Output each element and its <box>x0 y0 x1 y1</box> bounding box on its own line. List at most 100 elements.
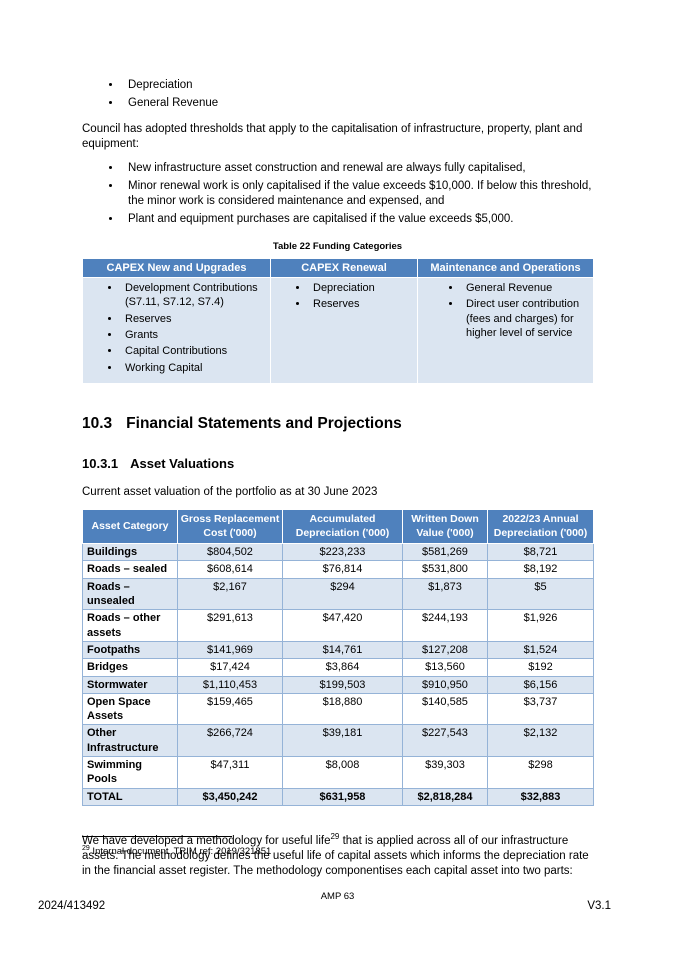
capex-new-list: Development Contributions (S7.11, S7.12,… <box>87 281 266 375</box>
table-cell: $8,721 <box>487 543 594 562</box>
list-item: Working Capital <box>121 361 266 375</box>
list-item: Minor renewal work is only capitalised i… <box>122 179 593 209</box>
table-cell: $631,958 <box>282 787 403 806</box>
list-item: General Revenue <box>122 96 593 111</box>
table-cell: $192 <box>487 658 594 677</box>
table-row: Development Contributions (S7.11, S7.12,… <box>82 277 594 384</box>
table-cell: $127,208 <box>402 640 488 660</box>
list-item: Plant and equipment purchases are capita… <box>122 212 593 227</box>
paragraph-text: We have developed a methodology for usef… <box>82 834 331 847</box>
footnote-text: Internal document. TRIM ref: 2019/321851 <box>89 846 272 858</box>
table-cell: $291,613 <box>177 609 283 642</box>
funding-sources-list: Depreciation General Revenue <box>82 78 593 111</box>
footer-page-label: AMP 63 <box>320 891 355 902</box>
table-cell: $608,614 <box>177 560 283 579</box>
maintenance-operations-list: General Revenue Direct user contribution… <box>422 281 589 340</box>
table-cell: $6,156 <box>487 675 594 694</box>
footnote-area: 29 Internal document. TRIM ref: 2019/321… <box>82 836 593 859</box>
asset-valuation-table: Asset Category Gross Replacement Cost ('… <box>82 508 594 806</box>
table-cell: $8,008 <box>282 756 403 789</box>
list-item: General Revenue <box>462 281 589 295</box>
table-cell: $3,450,242 <box>177 787 283 806</box>
table-cell: Open Space Assets <box>82 692 178 726</box>
paragraph-text: that is applied across all of our infras… <box>82 834 589 877</box>
table-cell: $244,193 <box>402 609 488 642</box>
list-item: Direct user contribution (fees and charg… <box>462 297 589 340</box>
footnote-separator <box>82 836 232 837</box>
column-header: CAPEX New and Upgrades <box>82 257 271 279</box>
table-cell: $199,503 <box>282 675 403 694</box>
thresholds-list: New infrastructure asset construction an… <box>82 161 593 227</box>
table-cell: $76,814 <box>282 560 403 579</box>
table-cell: $3,864 <box>282 658 403 677</box>
section-heading: 10.3 Financial Statements and Projections <box>82 414 593 434</box>
table-cell: Footpaths <box>82 640 178 660</box>
capex-renewal-list: Depreciation Reserves <box>275 281 413 312</box>
table-cell: Depreciation Reserves <box>270 277 418 384</box>
footnote-reference: 29 <box>330 832 340 842</box>
table-cell: Roads – other assets <box>82 609 178 642</box>
footnote: 29 Internal document. TRIM ref: 2019/321… <box>82 844 593 859</box>
table-cell: $47,311 <box>177 756 283 789</box>
page-content: Depreciation General Revenue Council has… <box>0 0 675 879</box>
section-title: Financial Statements and Projections <box>126 414 402 432</box>
table-cell: $804,502 <box>177 543 283 562</box>
table-cell: $3,737 <box>487 692 594 726</box>
column-header: Maintenance and Operations <box>417 257 594 279</box>
table-row: Swimming Pools $47,311 $8,008 $39,303 $2… <box>82 756 594 789</box>
list-item: Reserves <box>121 312 266 326</box>
table-cell: Other Infrastructure <box>82 724 178 758</box>
column-header: Accumulated Depreciation ('000) <box>282 508 403 545</box>
column-header: Gross Replacement Cost ('000) <box>177 508 283 545</box>
footer-version: V3.1 <box>587 900 611 912</box>
list-item: Depreciation <box>309 281 413 295</box>
list-item: Capital Contributions <box>121 344 266 358</box>
table-cell: $1,524 <box>487 640 594 660</box>
column-header: Asset Category <box>82 508 178 545</box>
subsection-heading: 10.3.1 Asset Valuations <box>82 456 593 473</box>
table-row: Stormwater $1,110,453 $199,503 $910,950 … <box>82 675 594 694</box>
thresholds-paragraph: Council has adopted thresholds that appl… <box>82 122 583 150</box>
table-caption: Table 22 Funding Categories <box>272 240 403 252</box>
table-cell: Stormwater <box>82 675 178 694</box>
funding-categories-table: CAPEX New and Upgrades CAPEX Renewal Mai… <box>82 257 594 384</box>
table-cell: $159,465 <box>177 692 283 726</box>
table-cell: $8,192 <box>487 560 594 579</box>
table-cell: $32,883 <box>487 787 594 806</box>
table-cell: $5 <box>487 577 594 611</box>
table-cell: $266,724 <box>177 724 283 758</box>
methodology-paragraph: We have developed a methodology for usef… <box>82 832 593 879</box>
table-cell: $47,420 <box>282 609 403 642</box>
footnote-marker: 29 <box>82 845 90 852</box>
table-cell: Roads – unsealed <box>82 577 178 611</box>
table-cell: $294 <box>282 577 403 611</box>
table-cell: $531,800 <box>402 560 488 579</box>
table-cell: $1,873 <box>402 577 488 611</box>
table-cell: Swimming Pools <box>82 756 178 789</box>
footer-document-number: 2024/413492 <box>38 900 106 912</box>
table-cell: $1,110,453 <box>177 675 283 694</box>
table-cell: $581,269 <box>402 543 488 562</box>
table-header-row: CAPEX New and Upgrades CAPEX Renewal Mai… <box>82 257 594 279</box>
table-cell: General Revenue Direct user contribution… <box>417 277 594 384</box>
table-cell: $227,543 <box>402 724 488 758</box>
column-header: 2022/23 Annual Depreciation ('000) <box>487 508 594 545</box>
list-item: New infrastructure asset construction an… <box>122 161 593 176</box>
list-item: Grants <box>121 328 266 342</box>
table-cell: $910,950 <box>402 675 488 694</box>
table-cell: $2,167 <box>177 577 283 611</box>
table-cell: $2,132 <box>487 724 594 758</box>
table-cell: $223,233 <box>282 543 403 562</box>
table-cell: Buildings <box>82 543 178 562</box>
table-cell: $298 <box>487 756 594 789</box>
table-cell: $1,926 <box>487 609 594 642</box>
subsection-number: 10.3.1 <box>82 456 119 472</box>
table-row: Bridges $17,424 $3,864 $13,560 $192 <box>82 658 594 677</box>
table-row: Roads – sealed $608,614 $76,814 $531,800… <box>82 560 594 579</box>
table-row: Buildings $804,502 $223,233 $581,269 $8,… <box>82 543 594 562</box>
table-row: Open Space Assets $159,465 $18,880 $140,… <box>82 692 594 726</box>
list-item: Depreciation <box>122 78 593 93</box>
table-total-row: TOTAL $3,450,242 $631,958 $2,818,284 $32… <box>82 787 594 806</box>
column-header: CAPEX Renewal <box>270 257 418 279</box>
